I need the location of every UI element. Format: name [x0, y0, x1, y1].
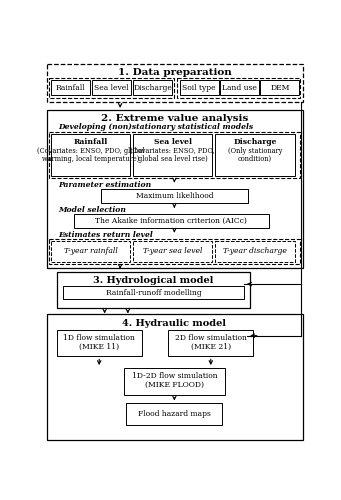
Bar [220, 80, 259, 96]
Text: T-year discharge: T-year discharge [223, 247, 287, 255]
Bar [177, 78, 300, 98]
Text: Rainfall: Rainfall [56, 84, 85, 92]
Text: (Only stationary: (Only stationary [228, 147, 282, 155]
Text: Flood hazard maps: Flood hazard maps [138, 410, 211, 418]
Bar [133, 134, 212, 175]
Text: Parameter estimation: Parameter estimation [58, 180, 151, 188]
Bar [133, 80, 172, 96]
Text: Soil type: Soil type [182, 84, 216, 92]
Text: 1. Data preparation: 1. Data preparation [118, 68, 231, 77]
Text: 1D-2D flow simulation: 1D-2D flow simulation [132, 372, 217, 380]
Text: Land use: Land use [222, 84, 257, 92]
Bar [51, 80, 90, 96]
Text: (Covariates: ENSO, PDO,: (Covariates: ENSO, PDO, [131, 147, 215, 155]
Text: Developing (non)stationary statistical models: Developing (non)stationary statistical m… [58, 123, 253, 131]
Text: Sea level: Sea level [154, 138, 192, 146]
Text: Rainfall: Rainfall [74, 138, 108, 146]
Bar [133, 241, 212, 262]
Text: Discharge: Discharge [233, 138, 277, 146]
Bar [124, 368, 225, 395]
Text: Maximum likelihood: Maximum likelihood [136, 192, 213, 200]
Bar [57, 272, 250, 308]
Bar [180, 80, 219, 96]
Text: 3. Hydrological model: 3. Hydrological model [93, 276, 214, 285]
Text: 1D flow simulation: 1D flow simulation [63, 334, 135, 342]
Text: (MIKE FLOOD): (MIKE FLOOD) [145, 381, 204, 389]
Text: Sea level: Sea level [94, 84, 129, 92]
Bar [216, 134, 295, 175]
Bar [216, 241, 295, 262]
Text: Rainfall-runoff modelling: Rainfall-runoff modelling [106, 288, 201, 296]
Bar [49, 78, 174, 98]
Bar [101, 190, 248, 203]
Text: DEM: DEM [270, 84, 290, 92]
Bar [46, 64, 303, 102]
Text: global sea level rise): global sea level rise) [138, 154, 208, 162]
Bar [261, 80, 299, 96]
Text: (MIKE 21): (MIKE 21) [191, 342, 231, 350]
Text: (MIKE 11): (MIKE 11) [79, 342, 119, 350]
Text: (Covariates: ENSO, PDO, global: (Covariates: ENSO, PDO, global [37, 147, 145, 155]
Bar [49, 238, 300, 264]
Text: Model selection: Model selection [58, 206, 126, 214]
Bar [74, 214, 269, 228]
Bar [92, 80, 131, 96]
Bar [46, 110, 303, 268]
Bar [49, 132, 300, 178]
Bar [46, 314, 303, 440]
Bar [63, 286, 244, 300]
Text: 2. Extreme value analysis: 2. Extreme value analysis [101, 114, 248, 123]
Bar [126, 404, 222, 425]
Bar [168, 330, 253, 356]
Text: Discharge: Discharge [133, 84, 172, 92]
Text: 4. Hydraulic model: 4. Hydraulic model [122, 319, 226, 328]
Bar [51, 134, 130, 175]
Text: T-year rainfall: T-year rainfall [64, 247, 118, 255]
Text: The Akaike information criterion (AICc): The Akaike information criterion (AICc) [95, 217, 247, 225]
Bar [51, 241, 130, 262]
Text: T-year sea level: T-year sea level [143, 247, 203, 255]
Text: 2D flow simulation: 2D flow simulation [175, 334, 247, 342]
Text: condition): condition) [238, 154, 272, 162]
Text: warming, local temperature): warming, local temperature) [42, 154, 139, 162]
Text: Estimates return level: Estimates return level [58, 231, 153, 239]
Bar [57, 330, 142, 356]
